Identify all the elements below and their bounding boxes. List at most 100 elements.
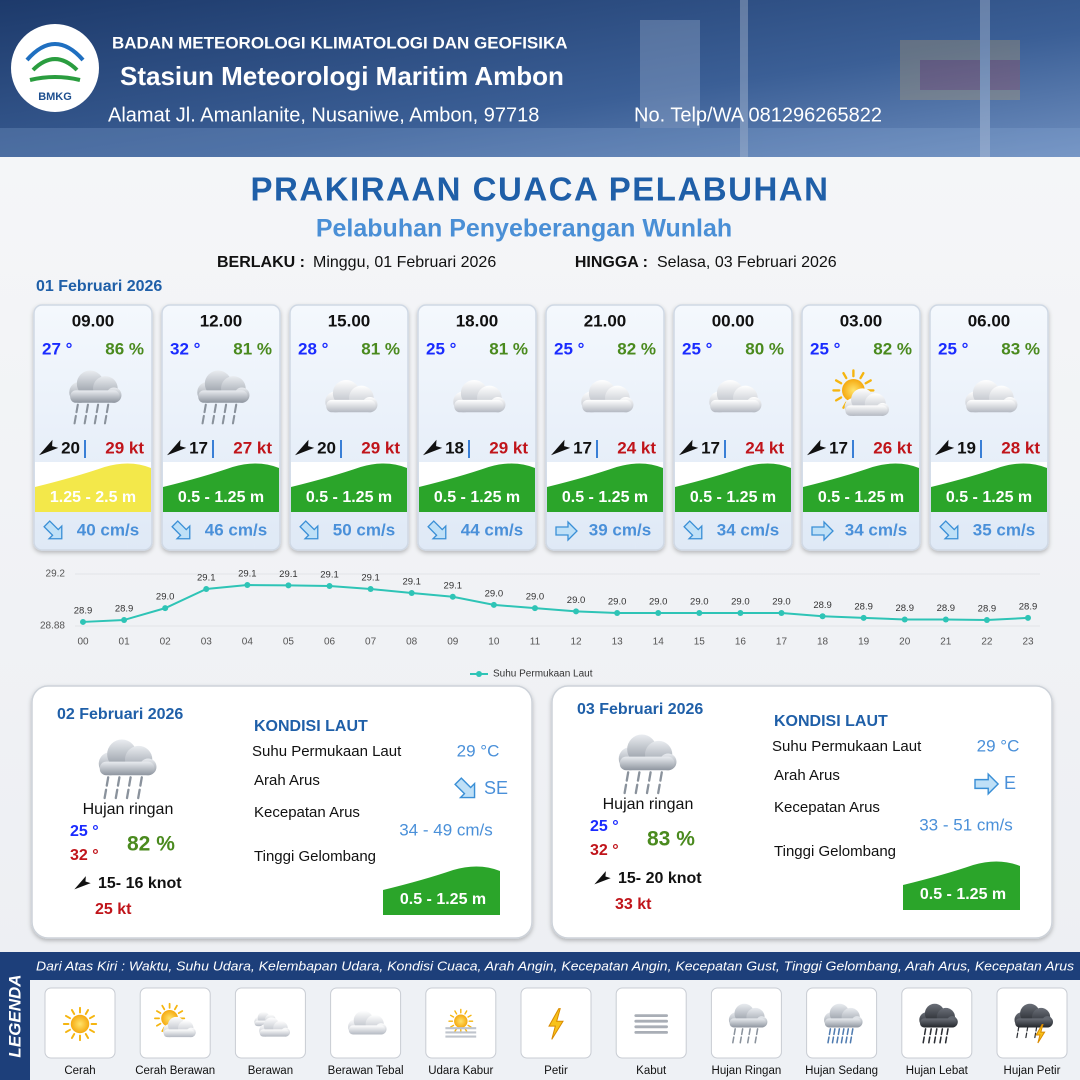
gust: 24 kt	[745, 438, 784, 457]
value-label: 29.1	[320, 570, 339, 581]
temp-min: 25 °	[590, 818, 619, 835]
point	[983, 616, 990, 623]
cloud	[197, 370, 250, 403]
wave-height: 0.5 - 1.25 m	[690, 489, 776, 506]
value-label: 28.9	[115, 604, 134, 615]
sst-chart: 28.88 29.2 00 01 02 03 04 05 06 07 08 09 10 11 12 13 14 1…	[40, 569, 1040, 680]
value-label: 28.9	[978, 604, 997, 615]
x-tick-label: 10	[488, 637, 500, 648]
x-tick-label: 09	[447, 637, 459, 648]
legend-item: Berawan Tebal	[328, 987, 404, 1077]
point	[778, 610, 785, 616]
wave-fill	[419, 463, 535, 512]
value-label: 29.0	[567, 595, 586, 606]
wave-height: 0.5 - 1.25 m	[178, 489, 264, 506]
cloud	[98, 739, 157, 776]
cloud	[581, 379, 634, 413]
cloud-part	[326, 399, 376, 413]
cloud-part	[163, 1029, 195, 1038]
temperature: 27 °	[42, 339, 73, 358]
gust: 25 kt	[95, 901, 132, 918]
sun-ray	[173, 1004, 178, 1011]
sun-ray	[84, 1009, 90, 1015]
legend-tile	[615, 987, 687, 1059]
rain-drop	[200, 403, 207, 428]
legend-item-label: Hujan Lebat	[906, 1065, 969, 1077]
forecast-card: 09.00 27 ° 86 % 20 29 kt 1.25 - 2.5 m 40 cm/s	[33, 304, 153, 551]
weather-icon	[832, 369, 890, 416]
legend-item: Kabut	[615, 987, 687, 1077]
weather-icon	[254, 1011, 290, 1037]
title: PRAKIRAAN CUACA PELABUHAN	[251, 171, 830, 208]
legend-item-label: Petir	[544, 1065, 568, 1077]
legend-bar	[0, 952, 1080, 980]
x-tick-label: 17	[776, 637, 788, 648]
point	[244, 582, 251, 589]
current-arrow	[555, 520, 578, 542]
dir-label: Arah Arus	[774, 767, 840, 784]
cloud-part	[582, 399, 632, 413]
phone: No. Telp/WA 081296265822	[634, 104, 882, 126]
x-tick-label: 07	[365, 637, 377, 648]
rain-drop	[622, 771, 630, 798]
gust: 33 kt	[615, 896, 652, 913]
value-label: 29.1	[402, 577, 421, 588]
wave-height: 0.5 - 1.25 m	[306, 489, 392, 506]
cloud-part	[1015, 1018, 1052, 1028]
from-label: BERLAKU :	[217, 254, 305, 271]
wind-speed: 20	[61, 438, 80, 457]
sun-ray	[65, 1028, 71, 1034]
legend-title: LEGENDA	[5, 974, 24, 1057]
sun-disc	[70, 1014, 90, 1034]
separator	[84, 440, 86, 458]
sun	[448, 1008, 474, 1034]
weather-icon	[69, 370, 122, 428]
cloud-part	[729, 1018, 766, 1028]
station-name: Stasiun Meteorologi Maritim Ambon	[120, 61, 564, 91]
value-label: 28.9	[895, 603, 914, 614]
sun-ray	[84, 1033, 90, 1039]
sun-disc	[454, 1014, 468, 1028]
time: 21.00	[584, 311, 627, 330]
wave-label: Tinggi Gelombang	[254, 848, 376, 865]
panel-date: 03 Februari 2026	[577, 701, 703, 718]
rain-drop	[927, 1028, 932, 1046]
time: 09.00	[72, 311, 115, 330]
wave-height: 0.5 - 1.25 m	[818, 489, 904, 506]
wave-value: 0.5 - 1.25 m	[920, 886, 1006, 903]
lightning	[548, 1008, 564, 1040]
separator	[724, 440, 726, 458]
rain-drop	[211, 403, 217, 428]
sun-ray	[834, 379, 843, 385]
rain-drop	[1024, 1025, 1029, 1041]
sst-label: Suhu Permukaan Laut	[772, 738, 922, 755]
current-arrow	[43, 520, 63, 540]
x-tick-label: 03	[201, 637, 213, 648]
temperature: 28 °	[298, 339, 329, 358]
humidity: 83 %	[647, 828, 695, 851]
value-label: 29.0	[649, 597, 668, 608]
rain-drop	[844, 1028, 850, 1046]
rain-drop	[221, 403, 228, 428]
legend-item-label: Berawan Tebal	[328, 1065, 404, 1077]
from-date: Minggu, 01 Februari 2026	[313, 254, 496, 271]
value-label: 28.9	[74, 605, 93, 616]
cloud-part	[845, 405, 888, 416]
day1-date: 01 Februari 2026	[36, 278, 162, 295]
current-speed: 34 cm/s	[845, 520, 907, 539]
rain-drop	[840, 1028, 845, 1046]
forecast-card: 06.00 25 ° 83 % 19 28 kt 0.5 - 1.25 m 35 cm/s	[929, 304, 1049, 551]
sst-label: Suhu Permukaan Laut	[252, 743, 402, 760]
humidity: 83 %	[1001, 339, 1040, 358]
value-label: 29.1	[197, 572, 216, 583]
legend-side	[0, 952, 30, 1080]
legend-item-label: Hujan Sedang	[805, 1065, 878, 1077]
point	[614, 610, 621, 616]
point	[490, 601, 497, 608]
point	[860, 614, 867, 621]
separator	[596, 440, 598, 458]
wind-speed: 19	[957, 438, 976, 457]
gust: 29 kt	[105, 438, 144, 457]
current-speed: 44 cm/s	[461, 520, 523, 539]
current-arrow	[683, 520, 703, 540]
